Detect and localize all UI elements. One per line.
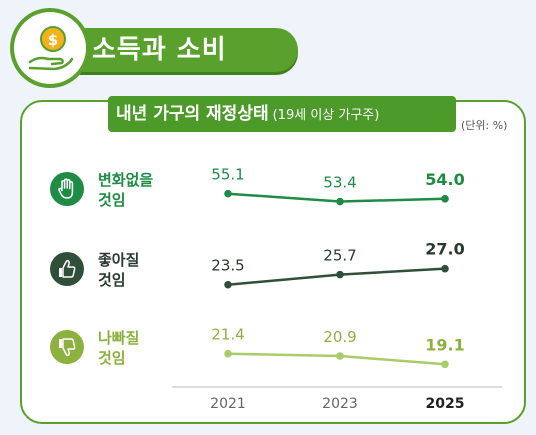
section-title: 소득과 소비 xyxy=(92,35,227,65)
x-tick-label: 2021 xyxy=(210,396,246,412)
money-hand-icon: $ xyxy=(14,12,86,84)
data-label: 21.4 xyxy=(211,326,244,344)
svg-text:$: $ xyxy=(48,31,58,49)
series-label-unchanged: 변화없을 것임 xyxy=(98,170,153,210)
data-label: 19.1 xyxy=(425,335,464,354)
x-tick-label: 2023 xyxy=(322,396,358,412)
thumbs-up-icon xyxy=(50,252,84,286)
data-label: 23.5 xyxy=(211,257,244,275)
data-point xyxy=(336,352,344,360)
chart-title-bar xyxy=(108,96,456,132)
chart-title-sub: (19세 이상 가구주) xyxy=(272,108,380,123)
data-point xyxy=(224,189,232,198)
data-label: 20.9 xyxy=(323,328,356,346)
data-label: 53.4 xyxy=(323,174,356,192)
data-point xyxy=(441,194,449,203)
data-point xyxy=(441,264,449,273)
series-label-line: 변화없을 xyxy=(98,171,154,189)
series-label-line: 것임 xyxy=(98,271,126,289)
data-point xyxy=(336,197,344,206)
series-label-line: 나빠질 xyxy=(98,329,140,347)
data-label: 25.7 xyxy=(323,247,356,265)
series-label-better: 좋아질 것임 xyxy=(98,250,139,290)
data-point xyxy=(224,280,232,289)
data-point xyxy=(441,360,449,369)
data-point xyxy=(224,349,232,358)
data-label: 55.1 xyxy=(211,166,244,184)
series-label-worse: 나빠질 것임 xyxy=(98,328,139,368)
unit-label: (단위: %) xyxy=(461,119,508,132)
data-label: 27.0 xyxy=(425,240,464,259)
x-tick-label: 2025 xyxy=(426,396,465,412)
series-label-line: 것임 xyxy=(98,349,126,367)
hand-palm-icon xyxy=(50,172,84,206)
chart-title-main: 내년 가구의 재정상태 xyxy=(116,104,269,124)
chart-title: 내년 가구의 재정상태 (19세 이상 가구주) xyxy=(116,96,379,132)
thumbs-down-icon xyxy=(50,330,84,364)
series-line xyxy=(227,267,446,286)
series-label-line: 것임 xyxy=(98,191,126,209)
data-label: 54.0 xyxy=(425,170,464,189)
series-label-line: 좋아질 xyxy=(98,251,140,269)
data-point xyxy=(336,270,344,279)
